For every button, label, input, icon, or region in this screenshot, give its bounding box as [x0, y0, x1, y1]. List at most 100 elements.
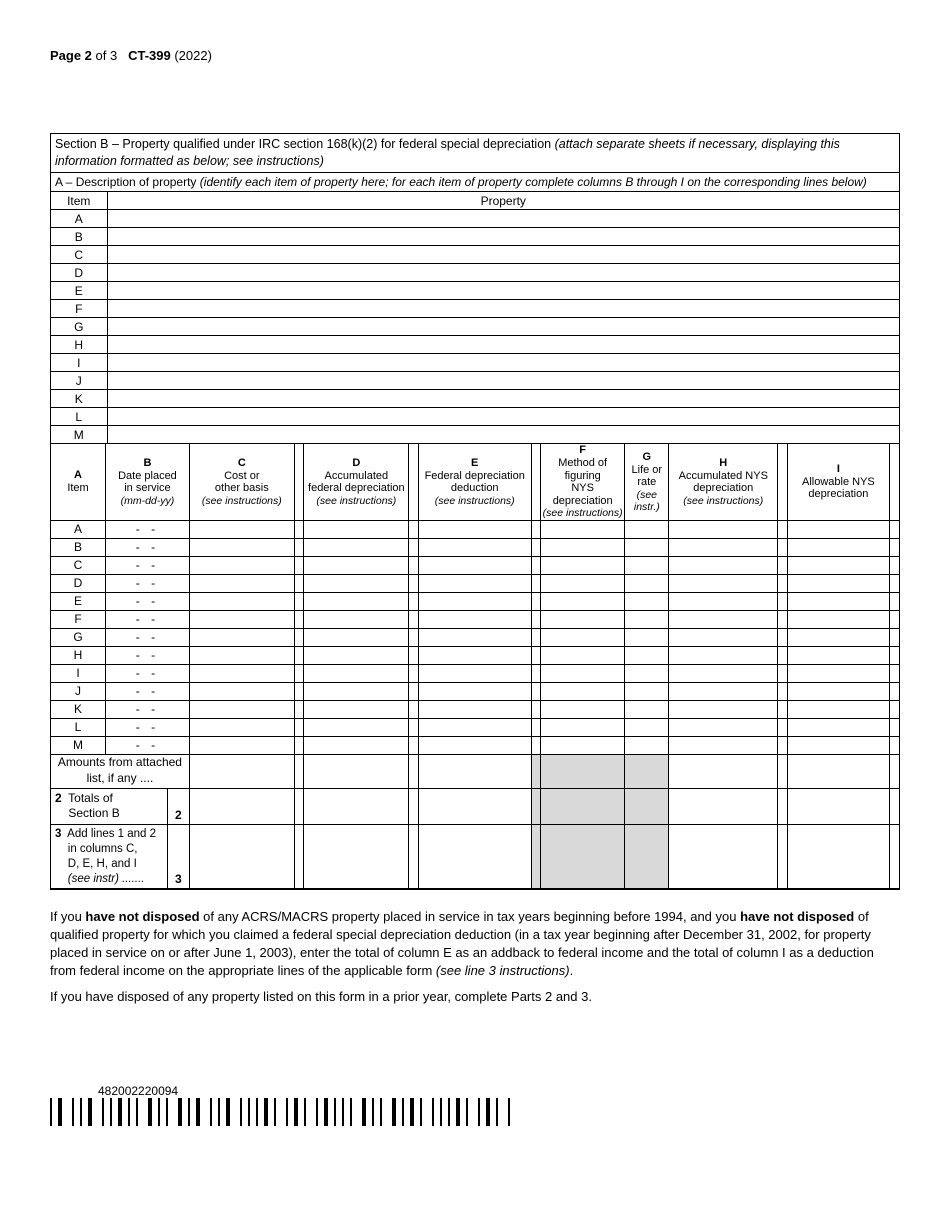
totals-h[interactable] [669, 788, 778, 824]
t2-accum-nys-cell[interactable] [669, 538, 778, 556]
amounts-c[interactable] [189, 754, 294, 788]
t2-date-cell[interactable]: - - [106, 664, 190, 682]
t2-life-cell[interactable] [625, 700, 669, 718]
addlines-i[interactable] [787, 824, 889, 889]
t1-property-cell[interactable] [107, 300, 899, 318]
addlines-d[interactable] [304, 824, 409, 889]
t1-property-cell[interactable] [107, 354, 899, 372]
t2-cost-cell[interactable] [189, 646, 294, 664]
t2-date-cell[interactable]: - - [106, 700, 190, 718]
amounts-h[interactable] [669, 754, 778, 788]
t2-accum-nys-cell[interactable] [669, 664, 778, 682]
t1-property-cell[interactable] [107, 318, 899, 336]
t1-property-cell[interactable] [107, 210, 899, 228]
t2-fed-deduction-cell[interactable] [418, 520, 531, 538]
t2-date-cell[interactable]: - - [106, 682, 190, 700]
t2-life-cell[interactable] [625, 664, 669, 682]
t2-accum-nys-cell[interactable] [669, 718, 778, 736]
t2-allow-nys-cell[interactable] [787, 736, 889, 754]
t2-cost-cell[interactable] [189, 538, 294, 556]
t2-accum-nys-cell[interactable] [669, 646, 778, 664]
t2-accum-fed-cell[interactable] [304, 682, 409, 700]
amounts-i[interactable] [787, 754, 889, 788]
t2-accum-fed-cell[interactable] [304, 592, 409, 610]
t1-property-cell[interactable] [107, 426, 899, 444]
totals-e[interactable] [418, 788, 531, 824]
t2-method-cell[interactable] [540, 592, 624, 610]
t1-property-cell[interactable] [107, 264, 899, 282]
t2-method-cell[interactable] [540, 628, 624, 646]
t2-fed-deduction-cell[interactable] [418, 610, 531, 628]
t1-property-cell[interactable] [107, 336, 899, 354]
t2-fed-deduction-cell[interactable] [418, 538, 531, 556]
addlines-c[interactable] [189, 824, 294, 889]
t2-cost-cell[interactable] [189, 556, 294, 574]
t2-life-cell[interactable] [625, 736, 669, 754]
t2-allow-nys-cell[interactable] [787, 610, 889, 628]
t2-accum-nys-cell[interactable] [669, 682, 778, 700]
t2-cost-cell[interactable] [189, 628, 294, 646]
t2-accum-fed-cell[interactable] [304, 520, 409, 538]
addlines-h[interactable] [669, 824, 778, 889]
t2-cost-cell[interactable] [189, 700, 294, 718]
t2-allow-nys-cell[interactable] [787, 682, 889, 700]
t2-cost-cell[interactable] [189, 574, 294, 592]
t2-accum-fed-cell[interactable] [304, 718, 409, 736]
t2-life-cell[interactable] [625, 610, 669, 628]
t2-accum-nys-cell[interactable] [669, 736, 778, 754]
t2-method-cell[interactable] [540, 718, 624, 736]
t2-fed-deduction-cell[interactable] [418, 682, 531, 700]
t2-allow-nys-cell[interactable] [787, 718, 889, 736]
t2-fed-deduction-cell[interactable] [418, 718, 531, 736]
t2-cost-cell[interactable] [189, 664, 294, 682]
t2-accum-fed-cell[interactable] [304, 664, 409, 682]
t2-fed-deduction-cell[interactable] [418, 628, 531, 646]
t1-property-cell[interactable] [107, 372, 899, 390]
t2-date-cell[interactable]: - - [106, 538, 190, 556]
t2-life-cell[interactable] [625, 682, 669, 700]
t2-life-cell[interactable] [625, 592, 669, 610]
t2-fed-deduction-cell[interactable] [418, 646, 531, 664]
t2-fed-deduction-cell[interactable] [418, 700, 531, 718]
t2-accum-fed-cell[interactable] [304, 610, 409, 628]
t2-method-cell[interactable] [540, 538, 624, 556]
t2-date-cell[interactable]: - - [106, 718, 190, 736]
t1-property-cell[interactable] [107, 246, 899, 264]
t2-accum-nys-cell[interactable] [669, 628, 778, 646]
t2-fed-deduction-cell[interactable] [418, 556, 531, 574]
t1-property-cell[interactable] [107, 390, 899, 408]
t2-method-cell[interactable] [540, 682, 624, 700]
t2-method-cell[interactable] [540, 700, 624, 718]
t2-life-cell[interactable] [625, 538, 669, 556]
t2-accum-fed-cell[interactable] [304, 556, 409, 574]
t2-date-cell[interactable]: - - [106, 574, 190, 592]
t2-cost-cell[interactable] [189, 736, 294, 754]
t2-accum-nys-cell[interactable] [669, 574, 778, 592]
t2-date-cell[interactable]: - - [106, 628, 190, 646]
t2-cost-cell[interactable] [189, 610, 294, 628]
t2-life-cell[interactable] [625, 646, 669, 664]
t2-life-cell[interactable] [625, 718, 669, 736]
t2-life-cell[interactable] [625, 556, 669, 574]
addlines-e[interactable] [418, 824, 531, 889]
t1-property-cell[interactable] [107, 228, 899, 246]
t2-fed-deduction-cell[interactable] [418, 664, 531, 682]
t2-fed-deduction-cell[interactable] [418, 574, 531, 592]
t2-method-cell[interactable] [540, 646, 624, 664]
t1-property-cell[interactable] [107, 282, 899, 300]
t2-cost-cell[interactable] [189, 682, 294, 700]
t2-accum-nys-cell[interactable] [669, 592, 778, 610]
t2-accum-fed-cell[interactable] [304, 736, 409, 754]
t2-life-cell[interactable] [625, 574, 669, 592]
t2-method-cell[interactable] [540, 556, 624, 574]
t2-cost-cell[interactable] [189, 718, 294, 736]
t2-life-cell[interactable] [625, 628, 669, 646]
t2-fed-deduction-cell[interactable] [418, 592, 531, 610]
t2-allow-nys-cell[interactable] [787, 520, 889, 538]
t2-date-cell[interactable]: - - [106, 610, 190, 628]
t2-accum-nys-cell[interactable] [669, 556, 778, 574]
t2-allow-nys-cell[interactable] [787, 538, 889, 556]
t2-accum-nys-cell[interactable] [669, 520, 778, 538]
t2-date-cell[interactable]: - - [106, 646, 190, 664]
t2-accum-fed-cell[interactable] [304, 538, 409, 556]
